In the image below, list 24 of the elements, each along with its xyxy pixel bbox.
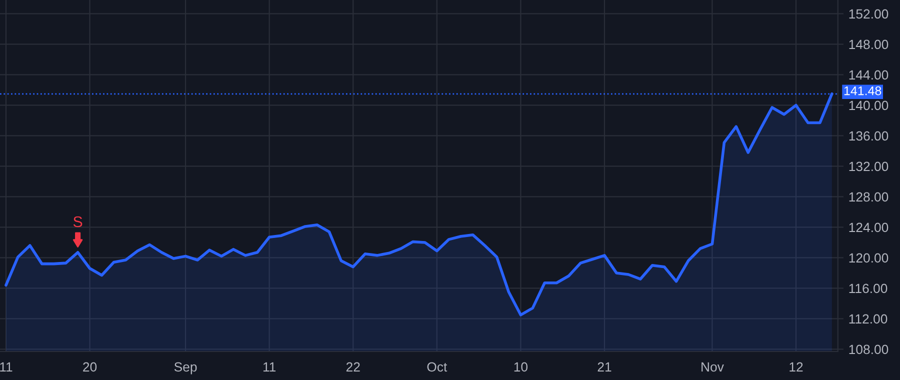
y-tick-label: 132.00 <box>849 162 888 172</box>
y-tick-label: 108.00 <box>849 344 888 354</box>
y-tick-label: 120.00 <box>849 253 888 263</box>
y-tick-label: 116.00 <box>849 284 888 294</box>
x-tick-label: Sep <box>174 362 197 374</box>
y-tick-label: 152.00 <box>849 9 888 19</box>
y-tick-label: 128.00 <box>849 192 888 202</box>
ref-line-label: 141.48 <box>844 86 882 96</box>
annotation: S <box>73 216 82 228</box>
x-tick-label: 20 <box>83 362 97 372</box>
y-tick-label: 124.00 <box>849 222 888 232</box>
x-tick-label: Nov <box>702 362 724 372</box>
x-tick-label: 22 <box>346 362 360 372</box>
x-tick-label: 11 <box>263 362 276 372</box>
y-tick-label: 112.00 <box>849 314 888 324</box>
x-tick-label: 12 <box>790 362 803 372</box>
x-tick-label: Oct <box>427 362 448 372</box>
y-tick-label: 148.00 <box>849 40 888 50</box>
x-tick-label: 11 <box>0 362 12 372</box>
y-tick-label: 144.00 <box>849 70 888 80</box>
x-tick-label: 10 <box>514 362 528 372</box>
y-tick-label: 136.00 <box>849 131 888 141</box>
x-tick-label: 21 <box>598 362 612 372</box>
y-tick-label: 140.00 <box>849 100 888 110</box>
